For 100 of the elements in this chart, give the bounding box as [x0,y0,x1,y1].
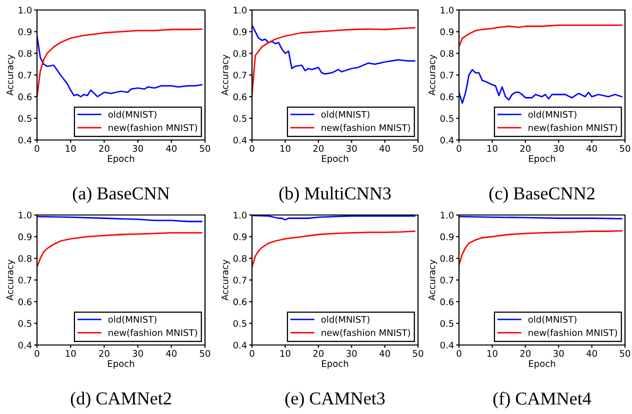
x-tick-label: 30 [132,145,143,152]
text: (e) CAMNet3 [285,392,385,408]
x-tick-label: 40 [380,350,390,357]
y-tick-label: 0.6 [233,298,247,306]
x-tick-label: 30 [346,145,357,152]
y-tick-label: 0.8 [233,50,247,57]
x-tick-label: 50 [620,350,630,357]
y-tick-label: 0.7 [233,276,246,284]
y-tick-label: 0.5 [440,320,454,327]
y-tick-label: 0.5 [18,320,32,327]
text: (a) BaseCNN [72,186,170,204]
y-tick-label: 0.7 [18,72,32,79]
y-axis-title: Accuracy [6,260,16,301]
y-tick-label: 0.5 [440,115,454,122]
line-series [252,27,416,96]
x-axis-title: Epoch [322,154,348,164]
x-tick-label: 30 [132,350,143,357]
x-tick-label: 50 [412,350,424,357]
x-tick-label: 20 [520,145,531,152]
y-tick-label: 0.6 [18,93,32,100]
y-tick-label: 1.0 [18,6,32,14]
y-tick-label: 0.5 [233,320,246,327]
legend-label: new(fashion MNIST) [528,124,617,132]
x-tick-label: 0 [34,145,40,152]
y-tick-label: 0.6 [18,298,32,306]
x-tick-label: 30 [554,350,564,357]
line-series [252,230,416,268]
line-series [459,68,622,104]
x-tick-label: 20 [313,145,324,152]
y-tick-label: 0.7 [440,72,454,79]
x-tick-label: 0 [250,350,254,357]
y-tick-label: 0.7 [440,276,454,284]
y-tick-label: 0.4 [440,136,454,144]
x-tick-label: 10 [280,350,290,357]
legend-label: old(MNIST) [321,110,370,119]
y-tick-label: 1.0 [234,6,247,14]
text: (b) MultiCNN3 [279,186,391,204]
y-tick-label: 0.8 [18,255,32,262]
y-tick-label: 0.6 [233,93,247,100]
text: (f) CAMNet4 [493,392,592,408]
y-tick-label: 0.4 [440,342,454,349]
legend-label: old(MNIST) [108,316,156,324]
x-axis-title: Epoch [108,360,134,369]
x-tick-label: 40 [166,145,177,152]
x-tick-label: 40 [166,350,177,357]
y-tick-label: 0.4 [18,342,32,349]
y-tick-label: 1.0 [18,212,32,219]
x-tick-label: 10 [487,145,498,152]
y-tick-label: 1.0 [234,212,247,219]
x-tick-label: 50 [200,350,210,357]
x-tick-label: 50 [412,145,424,152]
y-tick-label: 1.0 [440,6,454,14]
line-series [459,24,622,48]
x-axis-title: Epoch [529,360,556,369]
y-tick-label: 1.0 [440,212,454,219]
y-tick-label: 0.9 [18,233,32,240]
y-tick-label: 0.4 [233,342,247,349]
y-tick-label: 0.8 [440,255,454,262]
legend-label: new(fashion MNIST) [108,329,197,338]
legend-label: new(fashion MNIST) [322,329,410,338]
legend-label: old(MNIST) [528,110,576,119]
text: (c) BaseCNN2 [489,186,594,204]
x-tick-label: 30 [554,145,564,152]
y-axis-title: Accuracy [222,260,230,301]
legend-label: new(fashion MNIST) [108,124,197,132]
y-tick-label: 0.5 [18,115,32,122]
legend-label: old(MNIST) [321,316,370,324]
x-tick-label: 10 [66,145,76,152]
x-tick-label: 40 [586,145,597,152]
x-tick-label: 50 [200,145,210,152]
y-tick-label: 0.9 [18,28,32,36]
x-tick-label: 20 [313,350,324,357]
x-tick-label: 10 [66,350,76,357]
x-tick-label: 30 [346,350,357,357]
y-tick-label: 0.6 [440,298,454,306]
y-tick-label: 0.9 [233,233,247,240]
x-tick-label: 20 [99,145,110,152]
x-tick-label: 0 [250,145,254,152]
legend-label: new(fashion MNIST) [322,124,410,132]
y-axis-title: Accuracy [222,54,230,96]
y-tick-label: 0.8 [233,255,247,262]
x-axis-title: Epoch [322,360,348,369]
x-tick-label: 10 [280,145,290,152]
line-series [459,230,622,266]
y-tick-label: 0.6 [440,93,454,100]
line-series [37,232,202,268]
y-tick-label: 0.9 [440,28,454,36]
y-tick-label: 0.7 [233,72,246,79]
x-tick-label: 40 [586,350,597,357]
x-tick-label: 10 [487,350,498,357]
y-tick-label: 0.8 [18,50,32,57]
y-axis-title: Accuracy [428,54,438,96]
x-tick-label: 20 [520,350,531,357]
x-axis-title: Epoch [529,154,556,164]
line-series [252,24,416,75]
x-tick-label: 0 [456,145,462,152]
y-tick-label: 0.9 [233,28,247,36]
x-tick-label: 0 [34,350,40,357]
y-tick-label: 0.7 [18,276,32,284]
x-tick-label: 40 [380,145,390,152]
